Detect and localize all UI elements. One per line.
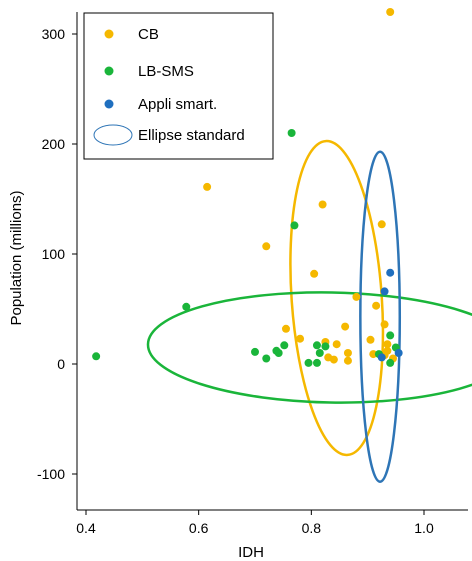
point-appli-smart [380, 287, 389, 296]
point-cb [369, 350, 378, 359]
point-cb [372, 301, 381, 310]
ellipse-appli-smart [359, 150, 402, 483]
point-cb [332, 340, 341, 349]
point-lb-sms [386, 358, 395, 367]
point-cb [318, 200, 327, 209]
point-cb [262, 242, 271, 251]
point-lb-sms [290, 221, 299, 230]
legend-marker-appli-smart [104, 99, 114, 109]
legend-label-lb-sms: LB-SMS [138, 63, 194, 80]
point-lb-sms [304, 358, 313, 367]
legend-label-ellipse: Ellipse standard [138, 127, 245, 144]
point-cb [377, 220, 386, 229]
legend-marker-lb-sms [104, 66, 114, 76]
legend-marker-cb [104, 29, 114, 39]
point-cb [366, 335, 375, 344]
x-tick-label: 0.4 [76, 520, 96, 536]
y-tick-label: -100 [37, 466, 65, 482]
point-appli-smart [377, 353, 386, 362]
point-cb [281, 324, 290, 333]
y-tick-label: 200 [42, 136, 66, 152]
point-lb-sms [315, 349, 324, 357]
point-appli-smart [394, 349, 403, 357]
legend-box [83, 12, 274, 160]
ellipses-layer [146, 139, 472, 483]
point-lb-sms [251, 347, 259, 356]
axes: -100 0 100 200 300 0.4 0.6 0.8 1.0 [37, 12, 468, 536]
point-cb [386, 8, 395, 16]
legend-label-cb: CB [138, 26, 159, 43]
ellipse-lb-sms [146, 291, 472, 404]
x-axis-title: IDH [238, 544, 264, 561]
point-lb-sms [321, 342, 330, 351]
y-tick-label: 100 [42, 246, 66, 262]
point-lb-sms [274, 349, 283, 357]
point-appli-smart [386, 268, 395, 277]
y-tick-label: 0 [57, 356, 65, 372]
point-cb [343, 356, 352, 365]
ellipse-cb [289, 139, 385, 457]
point-cb [383, 340, 392, 349]
x-tick-label: 0.8 [302, 520, 322, 536]
legend-label-appli-smart: Appli smart. [138, 96, 217, 113]
y-ticks: -100 0 100 200 300 [37, 26, 77, 482]
point-lb-sms [386, 331, 395, 340]
point-lb-sms [182, 302, 191, 311]
x-tick-label: 1.0 [414, 520, 434, 536]
point-cb [341, 322, 350, 331]
point-lb-sms [262, 354, 271, 363]
point-cb [380, 320, 389, 329]
point-cb [343, 349, 352, 357]
point-lb-sms [92, 352, 101, 361]
points-layer [92, 8, 403, 367]
x-ticks: 0.4 0.6 0.8 1.0 [76, 510, 434, 536]
point-lb-sms [312, 341, 321, 350]
point-cb [329, 355, 338, 364]
point-cb [383, 346, 392, 355]
point-cb [352, 292, 361, 301]
legend-items: CB LB-SMS Appli smart. Ellipse standard [93, 26, 245, 146]
point-cb [203, 182, 212, 191]
point-lb-sms [287, 129, 296, 137]
y-tick-label: 300 [42, 26, 66, 42]
point-cb [310, 269, 319, 278]
point-lb-sms [280, 341, 289, 350]
y-axis-title: Population (millions) [8, 190, 25, 325]
legend: CB LB-SMS Appli smart. Ellipse standard [83, 12, 274, 160]
x-tick-label: 0.6 [189, 520, 209, 536]
point-cb [296, 334, 305, 343]
legend-marker-ellipse [93, 124, 133, 146]
point-lb-sms [312, 358, 321, 367]
